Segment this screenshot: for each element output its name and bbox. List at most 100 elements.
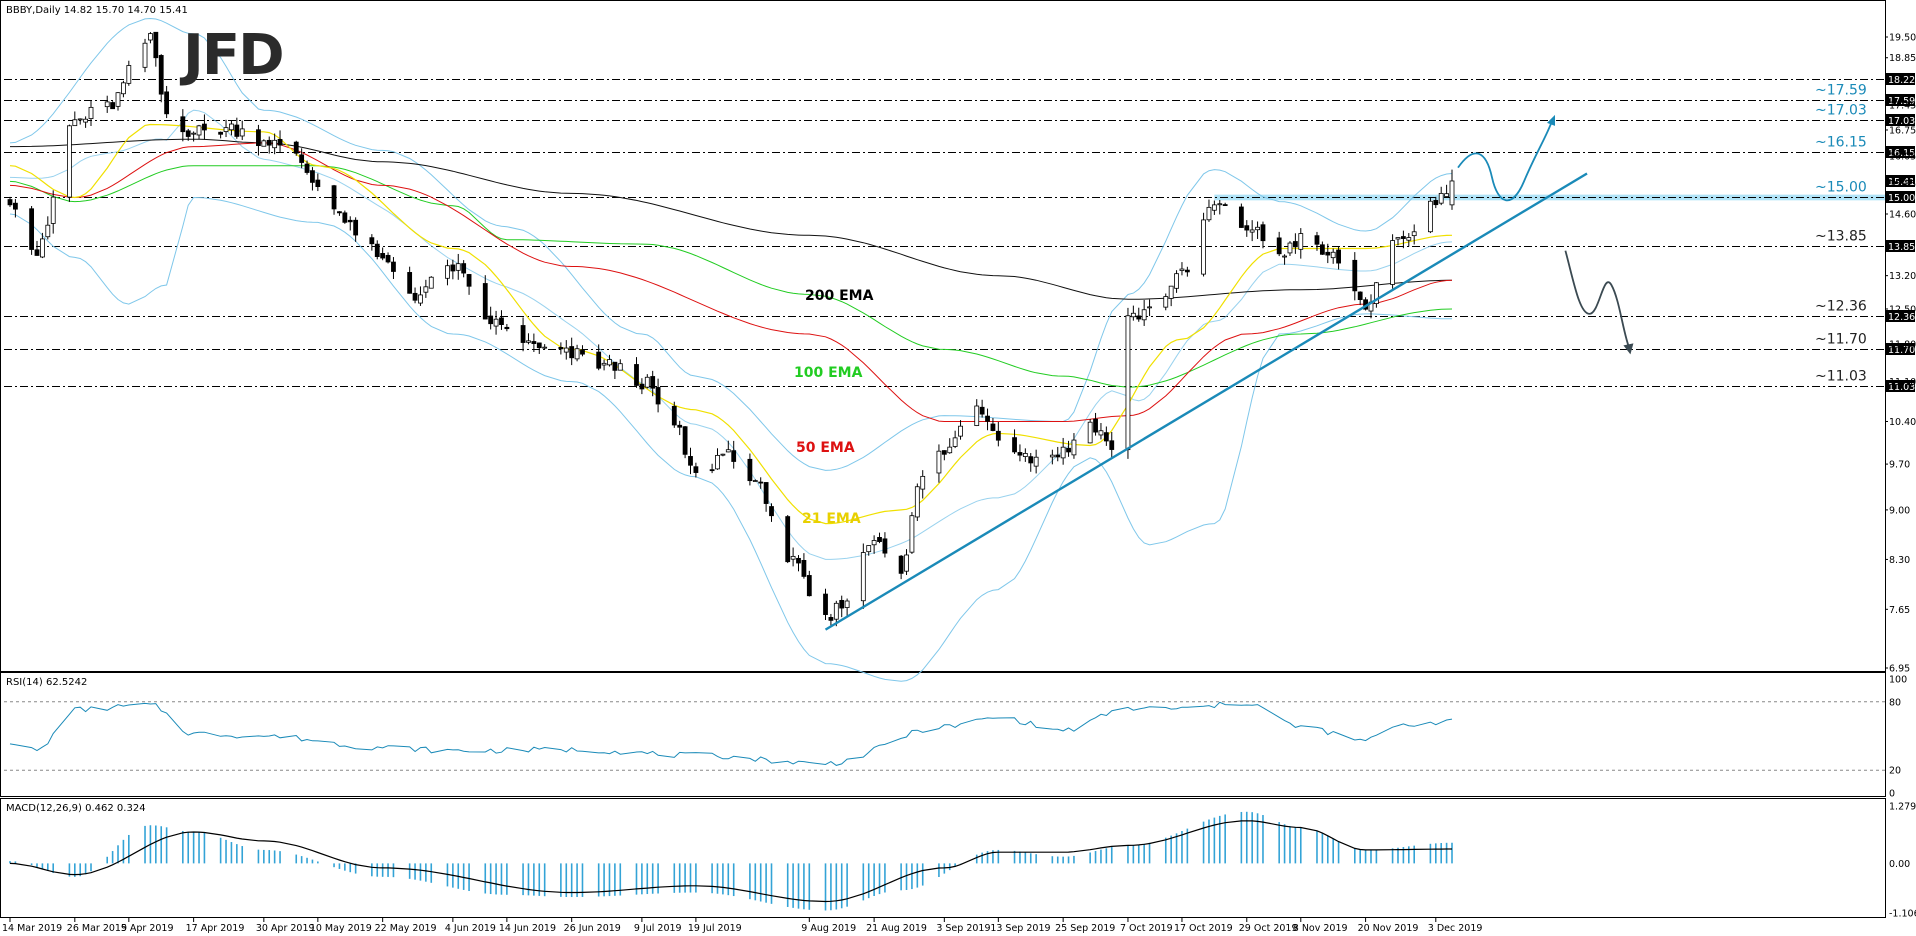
candle-body bbox=[1217, 203, 1223, 206]
candle-body bbox=[299, 154, 305, 163]
candle-body bbox=[1184, 269, 1190, 273]
candle-body bbox=[185, 130, 191, 137]
current-price-tag: 15.41 bbox=[1888, 177, 1915, 188]
candle-body bbox=[83, 118, 89, 123]
candle-body bbox=[256, 129, 261, 147]
candle-body bbox=[1071, 439, 1077, 456]
candle-body bbox=[7, 199, 13, 206]
candle-body bbox=[860, 552, 866, 602]
candle-body bbox=[315, 179, 321, 188]
price-axis-label-8: 16.05 bbox=[1889, 152, 1916, 163]
main-price-pane bbox=[0, 0, 1886, 672]
candle-body bbox=[526, 340, 531, 343]
candle-body bbox=[1012, 437, 1017, 453]
price-tag-4: 13.85 bbox=[1888, 242, 1915, 253]
rsi-axis-label-1: 80 bbox=[1889, 697, 1901, 708]
macd-signal-line bbox=[9, 820, 1452, 903]
price-axis-label-25: 7.65 bbox=[1889, 605, 1910, 616]
candle-body bbox=[612, 361, 618, 371]
candle-body bbox=[1357, 291, 1363, 301]
price-axis-label-23: 9.00 bbox=[1889, 505, 1910, 516]
candle-body bbox=[985, 415, 990, 422]
candle-body bbox=[353, 219, 359, 236]
macd-axis-label-1: 0.00 bbox=[1889, 859, 1910, 870]
candle-body bbox=[1406, 237, 1412, 241]
bollinger-lower-line bbox=[9, 196, 1452, 682]
date-axis-label-21: 20 Nov 2019 bbox=[1358, 923, 1419, 934]
ema-100-line bbox=[9, 165, 1453, 388]
candle-body bbox=[882, 538, 888, 554]
candle-body bbox=[1066, 447, 1071, 453]
candle-body bbox=[671, 405, 677, 426]
candle-body bbox=[1395, 237, 1401, 240]
candle-body bbox=[580, 350, 585, 355]
level-label-3: ~15.00 bbox=[1815, 180, 1867, 196]
price-tag-7-bg bbox=[1886, 380, 1915, 392]
candle-body bbox=[1330, 251, 1336, 259]
date-axis-label-19: 29 Oct 2019 bbox=[1239, 923, 1298, 934]
price-tag-4-bg bbox=[1886, 240, 1915, 252]
candle-body bbox=[563, 347, 569, 353]
candle-body bbox=[104, 101, 110, 108]
candle-body bbox=[941, 450, 947, 455]
candle-body bbox=[77, 118, 83, 121]
bearish-scenario-arrow bbox=[1564, 250, 1631, 349]
candle-body bbox=[423, 286, 429, 293]
ema-label-0: 200 EMA bbox=[805, 288, 874, 304]
candle-body bbox=[920, 475, 926, 490]
candle-body bbox=[601, 362, 607, 366]
price-axis-label-18: 11.80 bbox=[1889, 340, 1916, 351]
candle-body bbox=[1427, 200, 1433, 233]
candle-body bbox=[304, 163, 310, 173]
price-tag-6: 11.70 bbox=[1888, 345, 1915, 356]
bearish-arrow-head bbox=[1623, 343, 1634, 355]
candle-body bbox=[1438, 192, 1444, 204]
candle-body bbox=[1055, 454, 1061, 458]
candle-body bbox=[682, 426, 688, 455]
candle-body bbox=[1109, 440, 1115, 450]
price-tag-1-bg bbox=[1886, 114, 1915, 126]
candle-body bbox=[995, 430, 1001, 441]
level-label-5: ~12.36 bbox=[1815, 299, 1867, 315]
candle-body bbox=[877, 537, 882, 542]
price-axis-label-1: 18.85 bbox=[1889, 53, 1916, 64]
candle-body bbox=[482, 283, 488, 320]
candle-body bbox=[715, 454, 720, 470]
date-axis-label-20: 8 Nov 2019 bbox=[1293, 923, 1348, 934]
date-axis-label-13: 21 Aug 2019 bbox=[866, 923, 927, 934]
price-axis-label-6: 16.75 bbox=[1889, 125, 1916, 136]
level-label-6: ~11.70 bbox=[1815, 332, 1867, 348]
candle-body bbox=[407, 272, 413, 294]
candle-body bbox=[520, 325, 526, 343]
candle-body bbox=[1444, 193, 1449, 197]
ema-50-line bbox=[9, 142, 1453, 422]
candle-body bbox=[488, 315, 494, 325]
candle-body bbox=[1087, 421, 1093, 444]
level-label-7: ~11.03 bbox=[1815, 369, 1867, 385]
candle-body bbox=[369, 237, 375, 245]
candle-body bbox=[1222, 204, 1228, 206]
rsi-line bbox=[9, 701, 1453, 766]
price-tag-18-22-bg bbox=[1886, 73, 1915, 85]
candle-body bbox=[1276, 237, 1282, 255]
candle-body bbox=[218, 131, 224, 135]
candle-body bbox=[121, 82, 126, 95]
candle-body bbox=[574, 348, 580, 360]
date-axis-label-12: 9 Aug 2019 bbox=[801, 923, 856, 934]
candle-body bbox=[709, 469, 715, 472]
candle-body bbox=[88, 106, 94, 120]
candle-body bbox=[67, 125, 72, 198]
date-axis-label-14: 3 Sep 2019 bbox=[936, 923, 990, 934]
candle-body bbox=[1201, 219, 1206, 275]
candle-body bbox=[731, 450, 737, 462]
level-label-1: ~17.03 bbox=[1815, 103, 1867, 119]
candle-body bbox=[866, 545, 872, 553]
date-axis-label-16: 25 Sep 2019 bbox=[1055, 923, 1115, 934]
candle-body bbox=[634, 364, 639, 386]
candle-body bbox=[871, 540, 877, 546]
candle-body bbox=[1373, 282, 1379, 304]
candle-body bbox=[110, 102, 116, 110]
candle-body bbox=[542, 346, 548, 349]
candle-body bbox=[1211, 204, 1217, 211]
